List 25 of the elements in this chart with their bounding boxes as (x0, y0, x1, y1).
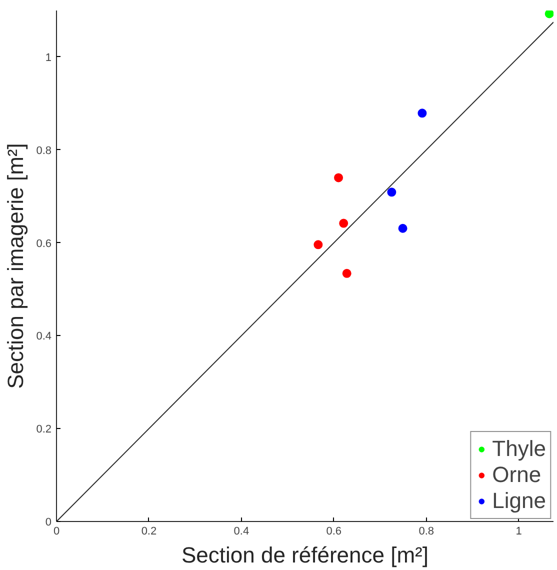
point (418, 108, 427, 118)
point (339, 218, 348, 228)
y-tick-label: 0 (45, 516, 52, 528)
x-tick-label: 0.2 (141, 526, 157, 538)
point (387, 188, 396, 197)
legend-label: Orne (492, 462, 542, 488)
y-tick-label: 1 (45, 52, 52, 64)
y-tick-label: 0.2 (36, 424, 52, 436)
point (314, 240, 323, 250)
y-axis-title: Section par imagerie [m²] (3, 143, 28, 389)
x-tick-label: 0.8 (418, 526, 434, 538)
y-tick-label: 0.6 (36, 238, 52, 250)
x-tick-label: 1 (516, 526, 522, 538)
x-tick-label: 0 (53, 526, 60, 538)
x-axis-title: Section de référence [m²] (181, 542, 429, 568)
legend-label: Ligne (492, 488, 546, 514)
point (342, 268, 352, 278)
point (544, 10, 554, 18)
point (398, 224, 408, 233)
legend-label: Thyle (492, 436, 546, 462)
x-tick-label: 0.4 (234, 526, 250, 538)
y-tick-label: 0.4 (36, 330, 52, 343)
y-tick-label: 0.8 (36, 144, 52, 157)
x-tick-label: 0.6 (326, 526, 342, 538)
point (334, 173, 344, 182)
